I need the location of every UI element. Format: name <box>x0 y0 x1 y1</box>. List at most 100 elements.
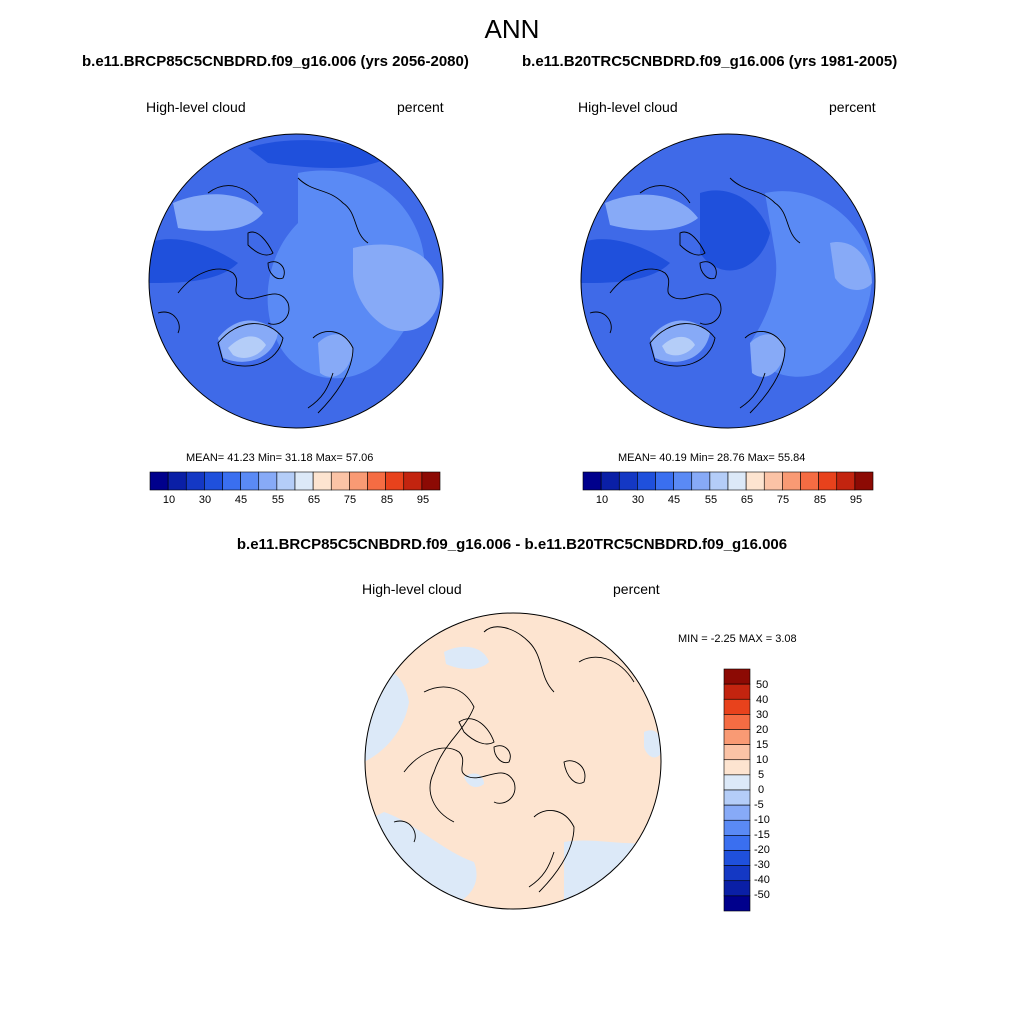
right-map-contour-light <box>830 242 872 290</box>
right-cbar-tick: 55 <box>704 494 718 506</box>
right-map-coastlines <box>589 177 801 414</box>
left-variable-label: High-level cloud <box>146 99 246 115</box>
diff-cbar-tick: 0 <box>758 784 765 796</box>
colorbar-swatch <box>691 471 711 491</box>
left-map-contour-light-2 <box>173 194 263 231</box>
diff-cbar-tick: 5 <box>758 769 765 781</box>
diff-cbar-tick: -5 <box>754 799 764 811</box>
colorbar-swatch <box>185 471 205 491</box>
colorbar-swatch <box>673 471 693 491</box>
diff-cbar-tick: 20 <box>756 724 769 736</box>
left-cbar-tick: 10 <box>162 494 176 506</box>
left-cbar-tick: 45 <box>234 494 248 506</box>
diff-cbar-tick: 40 <box>756 694 769 706</box>
colorbar-swatch <box>618 471 638 491</box>
colorbar-swatch <box>723 895 751 912</box>
diff-cbar-tick: -10 <box>754 814 770 826</box>
diff-cbar-tick: -30 <box>754 859 770 871</box>
colorbar-swatch <box>167 471 187 491</box>
left-map-coastlines <box>157 177 369 414</box>
diff-map-negative-region-3 <box>564 840 661 909</box>
colorbar-swatch <box>782 471 801 491</box>
colorbar-swatch <box>723 668 751 685</box>
colorbar-swatch <box>276 471 296 491</box>
colorbar-swatch <box>403 471 423 491</box>
diff-cbar-tick: 15 <box>756 739 769 751</box>
right-polar-map <box>580 133 876 429</box>
left-colorbar <box>149 471 441 491</box>
colorbar-swatch <box>818 471 838 491</box>
colorbar-swatch <box>723 819 751 836</box>
colorbar-swatch <box>723 880 751 897</box>
colorbar-swatch <box>723 759 751 776</box>
colorbar-swatch <box>745 471 765 491</box>
right-variable-label: High-level cloud <box>578 99 678 115</box>
colorbar-swatch <box>723 774 751 791</box>
diff-cbar-tick: -40 <box>754 874 770 886</box>
colorbar-swatch <box>385 471 405 491</box>
left-cbar-tick: 55 <box>271 494 285 506</box>
left-map-contour-light <box>353 244 440 332</box>
diff-cbar-tick: -20 <box>754 844 770 856</box>
colorbar-swatch <box>204 471 223 491</box>
figure-title: ANN <box>484 14 540 44</box>
right-map-contour-dark <box>700 190 770 271</box>
diff-polar-map <box>364 612 662 910</box>
colorbar-swatch <box>723 744 751 761</box>
right-stats: MEAN= 40.19 Min= 28.76 Max= 55.84 <box>618 452 806 464</box>
colorbar-swatch <box>709 471 729 491</box>
colorbar-swatch <box>222 471 241 491</box>
colorbar-swatch <box>854 471 874 491</box>
right-map-contour-mid <box>750 191 873 377</box>
right-map-contour-light-2 <box>605 194 698 231</box>
diff-cbar-tick: 50 <box>756 679 769 691</box>
left-cbar-tick: 85 <box>380 494 394 506</box>
colorbar-swatch <box>600 471 620 491</box>
left-cbar-tick: 95 <box>416 494 430 506</box>
diff-map-negative-region-5 <box>444 646 489 669</box>
colorbar-swatch <box>258 471 278 491</box>
left-map-contour-scandinavia <box>318 334 353 377</box>
diff-cbar-tick: 30 <box>756 709 769 721</box>
colorbar-swatch <box>723 850 751 866</box>
diff-cbar-tick: -50 <box>754 889 770 901</box>
left-units-label: percent <box>397 99 444 115</box>
diff-colorbar <box>723 668 751 912</box>
colorbar-swatch <box>723 729 751 745</box>
left-cbar-tick: 75 <box>343 494 357 506</box>
left-map-contour-dark-2 <box>149 239 238 283</box>
left-map-border <box>148 133 444 429</box>
diff-cbar-tick: -15 <box>754 829 770 841</box>
colorbar-swatch <box>312 471 332 491</box>
right-colorbar <box>582 471 874 491</box>
left-map-contour-dark <box>248 140 388 168</box>
diff-variable-label: High-level cloud <box>362 581 462 597</box>
left-cbar-tick: 30 <box>198 494 212 506</box>
diff-map-negative-region-4 <box>644 730 661 758</box>
right-map-border <box>580 133 876 429</box>
colorbar-swatch <box>367 471 386 491</box>
right-cbar-tick: 75 <box>776 494 790 506</box>
colorbar-swatch <box>637 471 656 491</box>
diff-panel-title: b.e11.BRCP85C5CNBDRD.f09_g16.006 - b.e11… <box>236 536 788 553</box>
right-cbar-tick: 45 <box>667 494 681 506</box>
right-cbar-tick: 30 <box>631 494 645 506</box>
left-stats: MEAN= 41.23 Min= 31.18 Max= 57.06 <box>186 452 374 464</box>
colorbar-swatch <box>723 804 751 821</box>
colorbar-swatch <box>723 865 751 882</box>
right-map-contour-dark-2 <box>581 239 670 283</box>
colorbar-swatch <box>723 835 751 851</box>
colorbar-swatch <box>723 714 751 730</box>
colorbar-swatch <box>763 471 783 491</box>
left-panel-title: b.e11.BRCP85C5CNBDRD.f09_g16.006 (yrs 20… <box>82 53 469 70</box>
colorbar-swatch <box>149 471 169 491</box>
colorbar-swatch <box>723 683 751 700</box>
colorbar-swatch <box>723 789 751 806</box>
colorbar-swatch <box>294 471 314 491</box>
colorbar-swatch <box>330 471 350 491</box>
right-cbar-tick: 85 <box>813 494 827 506</box>
diff-map-coastlines <box>393 626 635 893</box>
colorbar-swatch <box>836 471 856 491</box>
diff-map-border <box>364 612 662 910</box>
left-polar-map <box>148 133 444 429</box>
